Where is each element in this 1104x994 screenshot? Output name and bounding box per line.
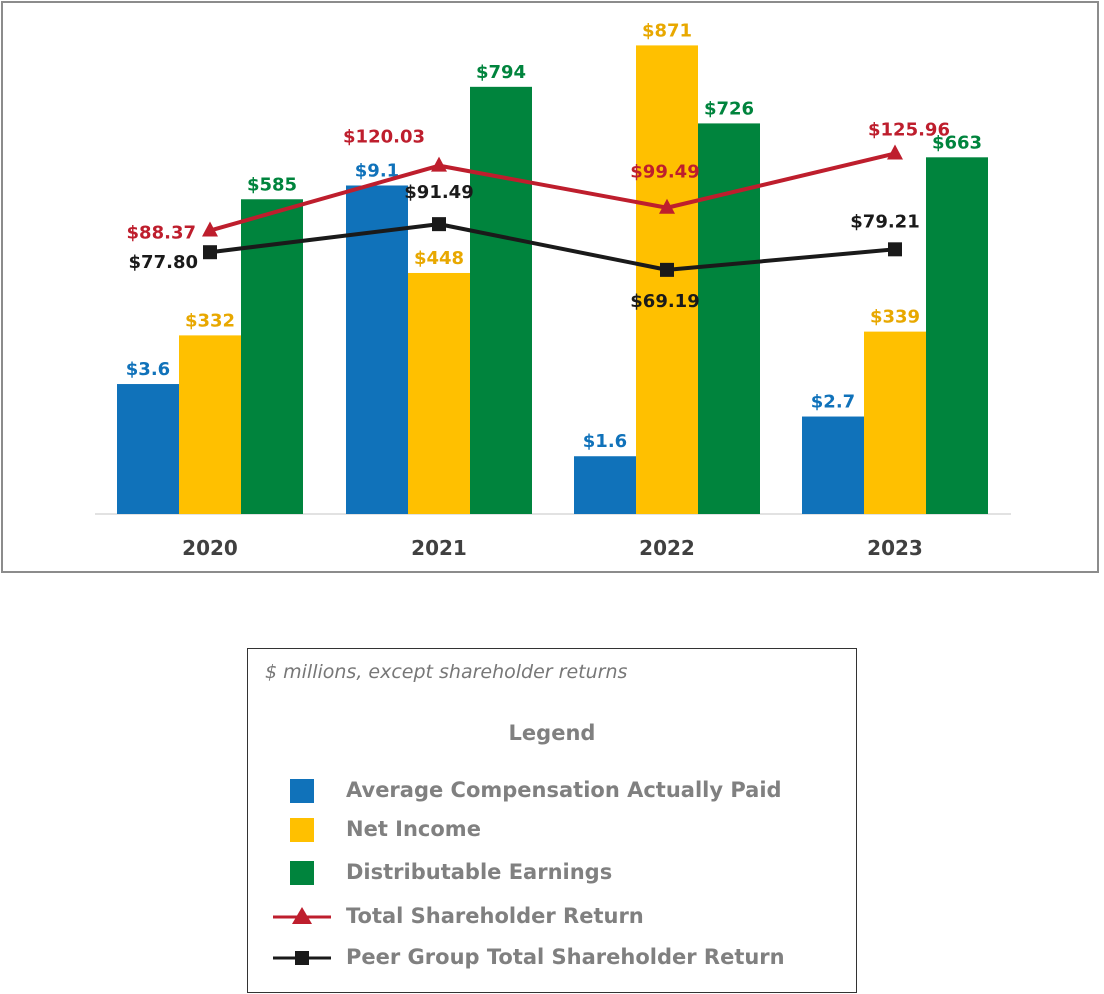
legend-label: Net Income — [346, 817, 481, 841]
x-tick-label-2022: 2022 — [639, 536, 695, 560]
line-peer-tsr — [209, 222, 896, 272]
data-label-tsr-2022: $99.49 — [630, 162, 699, 183]
bar-distributable-earnings-2020 — [241, 199, 303, 514]
data-label-tsr-2021: $120.03 — [343, 127, 425, 148]
legend-label: Total Shareholder Return — [346, 904, 644, 928]
legend-item-tsr: Total Shareholder Return — [248, 902, 856, 932]
bar-net-income-2023 — [864, 331, 926, 514]
data-label-distributable-earnings-2022: $726 — [704, 98, 754, 119]
marker-peer-tsr-2023 — [888, 242, 902, 257]
data-label-distributable-earnings-2023: $663 — [932, 132, 982, 153]
marker-tsr-2020 — [202, 221, 218, 237]
bar-distributable-earnings-2021 — [470, 86, 532, 514]
units-note: $ millions, except shareholder returns — [265, 661, 628, 683]
data-label-peer-tsr-2022: $69.19 — [630, 291, 699, 312]
legend-title: Legend — [508, 721, 596, 745]
x-tick-label-2023: 2023 — [867, 536, 923, 560]
data-label-peer-tsr-2023: $79.21 — [850, 211, 919, 232]
legend-label: Peer Group Total Shareholder Return — [346, 945, 785, 969]
chart-frame: $3.6 $9.1 $1.6 $2.7 $332 $448 $871 $339 $585 $794… — [1, 1, 1099, 573]
bar-net-income-2020 — [179, 335, 241, 514]
marker-peer-tsr-2021 — [432, 217, 446, 232]
data-label-distributable-earnings-2021: $794 — [476, 62, 526, 83]
legend-label: Average Compensation Actually Paid — [346, 778, 782, 802]
legend-swatch-blue — [290, 779, 314, 803]
bar-distributable-earnings-2022 — [698, 123, 760, 515]
data-label-avg-comp-2021: $9.1 — [355, 160, 399, 181]
bar-net-income-2022 — [636, 45, 698, 514]
legend-item-avg-comp: Average Compensation Actually Paid — [248, 776, 856, 806]
legend-box: $ millions, except shareholder returns L… — [247, 648, 857, 993]
data-label-peer-tsr-2021: $91.49 — [404, 182, 473, 203]
data-label-net-income-2020: $332 — [185, 310, 235, 331]
combo-chart: $3.6 $9.1 $1.6 $2.7 $332 $448 $871 $339 $585 $794… — [95, 20, 1011, 560]
data-label-avg-comp-2022: $1.6 — [583, 431, 627, 452]
legend-swatch-green — [290, 861, 314, 885]
bar-distributable-earnings-2023 — [926, 157, 988, 514]
data-label-tsr-2020: $88.37 — [127, 223, 196, 244]
data-label-peer-tsr-2020: $77.80 — [129, 252, 198, 273]
marker-peer-tsr-2022 — [660, 262, 674, 277]
triangle-line-icon — [273, 907, 331, 924]
legend-item-distributable-earnings: Distributable Earnings — [248, 858, 856, 888]
legend-item-peer-tsr: Peer Group Total Shareholder Return — [248, 943, 856, 973]
legend-label: Distributable Earnings — [346, 860, 613, 884]
x-tick-label-2020: 2020 — [182, 536, 238, 560]
data-label-net-income-2021: $448 — [414, 248, 464, 269]
data-label-net-income-2023: $339 — [870, 307, 920, 328]
marker-tsr-2022 — [659, 198, 675, 214]
bar-avg-comp-2021 — [346, 185, 408, 515]
bar-avg-comp-2020 — [117, 384, 179, 514]
marker-tsr-2021 — [431, 156, 447, 172]
square-line-icon — [273, 951, 331, 965]
data-label-net-income-2022: $871 — [642, 20, 692, 41]
x-tick-label-2021: 2021 — [411, 536, 467, 560]
legend-item-net-income: Net Income — [248, 815, 856, 845]
bar-net-income-2021 — [408, 272, 470, 514]
data-label-avg-comp-2023: $2.7 — [811, 392, 855, 413]
line-tsr — [209, 151, 896, 233]
data-label-avg-comp-2020: $3.6 — [126, 359, 170, 380]
data-label-tsr-2023: $125.96 — [868, 119, 950, 140]
bar-avg-comp-2022 — [574, 456, 636, 514]
data-label-distributable-earnings-2020: $585 — [247, 174, 297, 195]
bar-avg-comp-2023 — [802, 416, 864, 514]
marker-peer-tsr-2020 — [203, 245, 217, 260]
marker-tsr-2023 — [887, 144, 903, 160]
legend-swatch-yellow — [290, 818, 314, 842]
